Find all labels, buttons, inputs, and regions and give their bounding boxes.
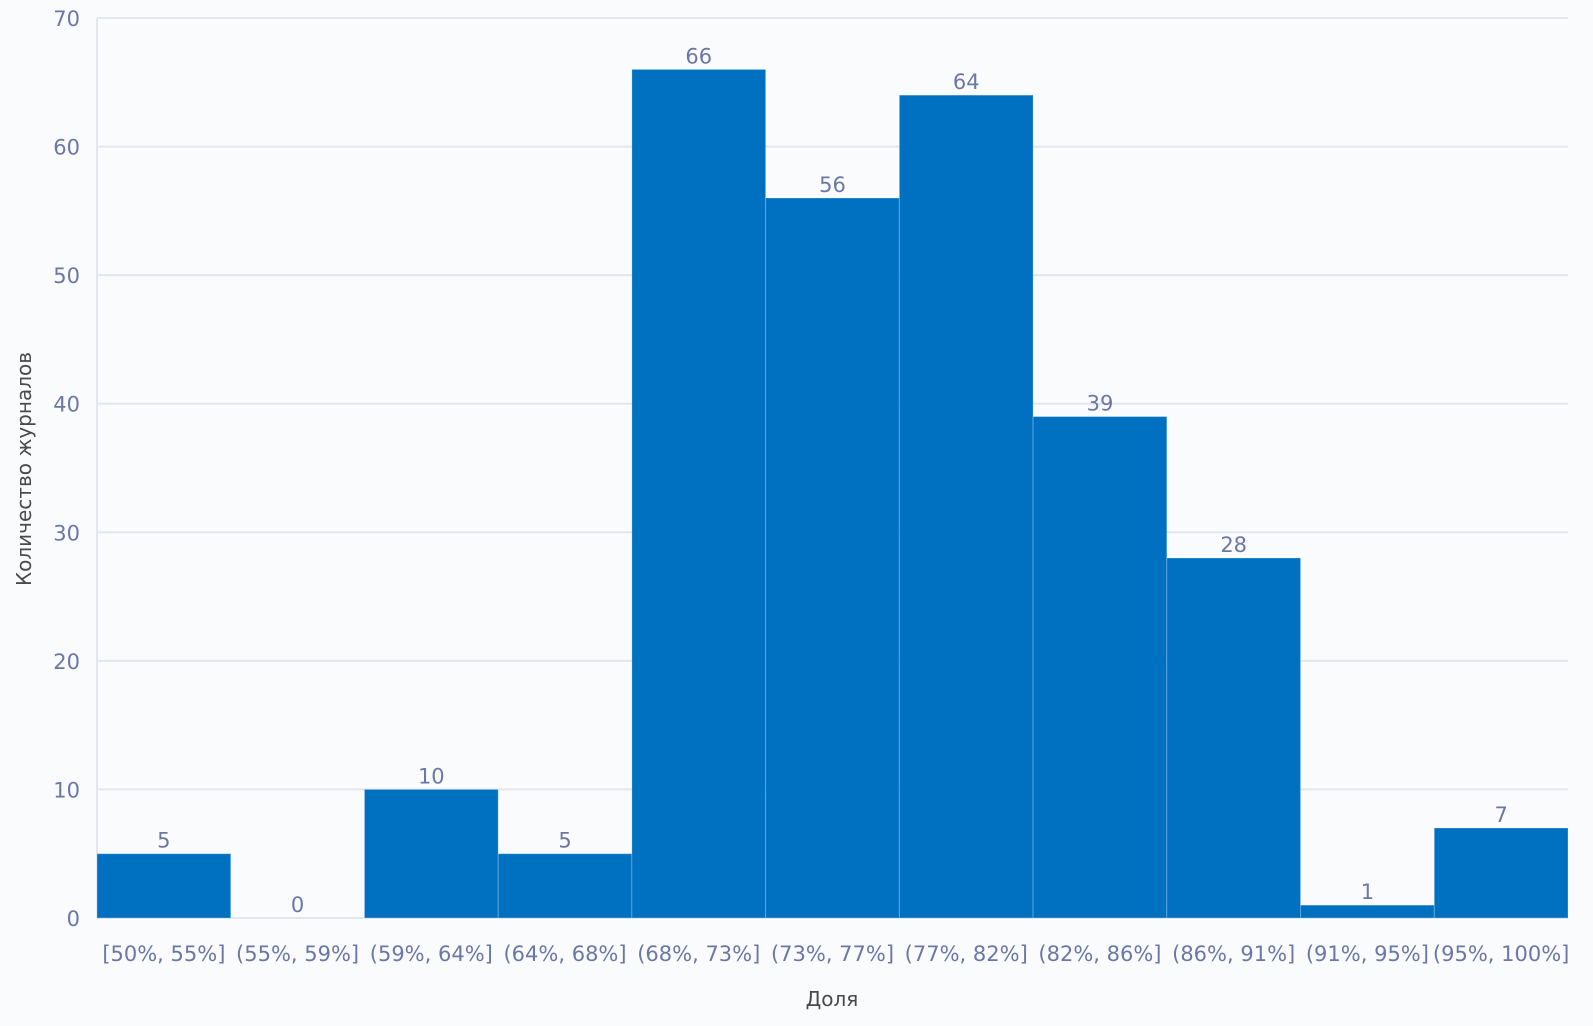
x-tick-label: [50%, 55%] (102, 942, 225, 966)
x-tick-label: (77%, 82%] (905, 942, 1028, 966)
y-tick-label: 30 (53, 521, 80, 545)
histogram-bar (1166, 557, 1302, 919)
histogram-bar (497, 853, 633, 919)
y-tick-label: 20 (53, 650, 80, 674)
bar-value-label: 56 (819, 173, 846, 197)
y-tick-label: 70 (53, 7, 80, 31)
bar-value-label: 66 (685, 44, 712, 68)
bar-value-label: 7 (1494, 803, 1507, 827)
histogram-bar (1433, 827, 1569, 919)
bar-value-label: 64 (953, 70, 980, 94)
y-tick-label: 0 (67, 907, 80, 931)
bars (96, 68, 1569, 919)
x-tick-label: (59%, 64%] (370, 942, 493, 966)
x-tick-label: (73%, 77%] (771, 942, 894, 966)
bar-value-label: 1 (1361, 880, 1374, 904)
x-tick-label: (68%, 73%] (637, 942, 760, 966)
histogram-bar (1032, 416, 1168, 919)
y-tick-label: 50 (53, 264, 80, 288)
histogram-bar (363, 788, 499, 919)
x-axis-ticks: [50%, 55%] (55%, 59%] (59%, 64%] (64%, 68%]… (102, 942, 1569, 966)
y-tick-label: 40 (53, 393, 80, 417)
y-axis-ticks: 0 10 20 30 40 50 60 70 (53, 7, 80, 931)
histogram-bar (1300, 904, 1435, 919)
histogram-bar (631, 68, 767, 919)
y-tick-label: 60 (53, 136, 80, 160)
bar-value-label: 10 (418, 764, 445, 788)
x-tick-label: (95%, 100%] (1433, 942, 1569, 966)
bar-value-label: 5 (157, 829, 170, 853)
y-tick-label: 10 (53, 778, 80, 802)
histogram-bar (765, 197, 900, 919)
bar-value-label: 39 (1087, 392, 1114, 416)
histogram-bar (898, 94, 1034, 919)
bar-value-label: 28 (1220, 533, 1247, 557)
x-tick-label: (82%, 86%] (1038, 942, 1161, 966)
x-tick-label: (91%, 95%] (1306, 942, 1429, 966)
x-tick-label: (55%, 59%] (236, 942, 359, 966)
x-tick-label: (86%, 91%] (1172, 942, 1295, 966)
x-axis-title: Доля (806, 987, 859, 1011)
y-axis-title: Количество журналов (12, 352, 36, 586)
bar-value-label: 5 (558, 829, 571, 853)
bar-value-label: 0 (291, 893, 304, 917)
x-tick-label: (64%, 68%] (503, 942, 626, 966)
histogram-bar (96, 853, 232, 919)
